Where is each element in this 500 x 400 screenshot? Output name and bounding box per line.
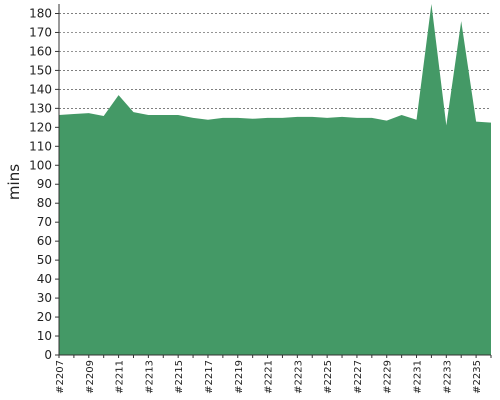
x-tick-label: #2229 bbox=[383, 360, 394, 394]
y-tick-label: 20 bbox=[37, 310, 52, 324]
y-tick-label: 50 bbox=[37, 253, 52, 267]
y-tick-label: 30 bbox=[37, 291, 52, 305]
y-tick-label: 70 bbox=[37, 215, 52, 229]
x-tick-label: #2235 bbox=[472, 360, 483, 394]
y-tick-label: 110 bbox=[29, 139, 52, 153]
x-tick-label: #2227 bbox=[353, 360, 364, 394]
y-tick-label: 160 bbox=[29, 44, 52, 58]
y-tick-label: 0 bbox=[44, 348, 52, 362]
area-fill bbox=[59, 4, 491, 355]
y-tick-label: 60 bbox=[37, 234, 52, 248]
area-series bbox=[59, 4, 491, 355]
y-tick-label: 140 bbox=[29, 82, 52, 96]
y-tick-label: 180 bbox=[29, 6, 52, 20]
y-tick-label: 10 bbox=[37, 329, 52, 343]
x-tick-label: #2223 bbox=[293, 360, 304, 394]
y-tick-label: 170 bbox=[29, 25, 52, 39]
y-tick-label: 120 bbox=[29, 120, 52, 134]
x-tick-label: #2213 bbox=[144, 360, 155, 394]
x-tick-label: #2233 bbox=[442, 360, 453, 394]
y-tick-label: 100 bbox=[29, 158, 52, 172]
x-tick-label: #2217 bbox=[204, 360, 215, 394]
x-tick-label: #2215 bbox=[174, 360, 185, 394]
x-tick-labels: #2207 #2209 #2211 #2213 #2215 #2217 #2219 #2221… bbox=[55, 360, 483, 394]
y-tick-label: 130 bbox=[29, 101, 52, 115]
y-tick-label: 80 bbox=[37, 196, 52, 210]
y-tick-label: 150 bbox=[29, 63, 52, 77]
x-tick-label: #2209 bbox=[85, 360, 96, 394]
y-tick-labels: 0 10 20 30 40 50 60 70 80 90 100 110 120 130 140 150 160… bbox=[29, 6, 52, 362]
y-axis-label: mins bbox=[5, 164, 23, 200]
x-tick-label: #2207 bbox=[55, 360, 66, 394]
x-tick-label: #2211 bbox=[115, 360, 126, 394]
x-tick-label: #2231 bbox=[413, 360, 424, 394]
y-tick-label: 40 bbox=[37, 272, 52, 286]
axes bbox=[55, 4, 492, 358]
x-tick-label: #2225 bbox=[323, 360, 334, 394]
x-tick-label: #2221 bbox=[264, 360, 275, 394]
y-tick-label: 90 bbox=[37, 177, 52, 191]
x-tick-label: #2219 bbox=[234, 360, 245, 394]
